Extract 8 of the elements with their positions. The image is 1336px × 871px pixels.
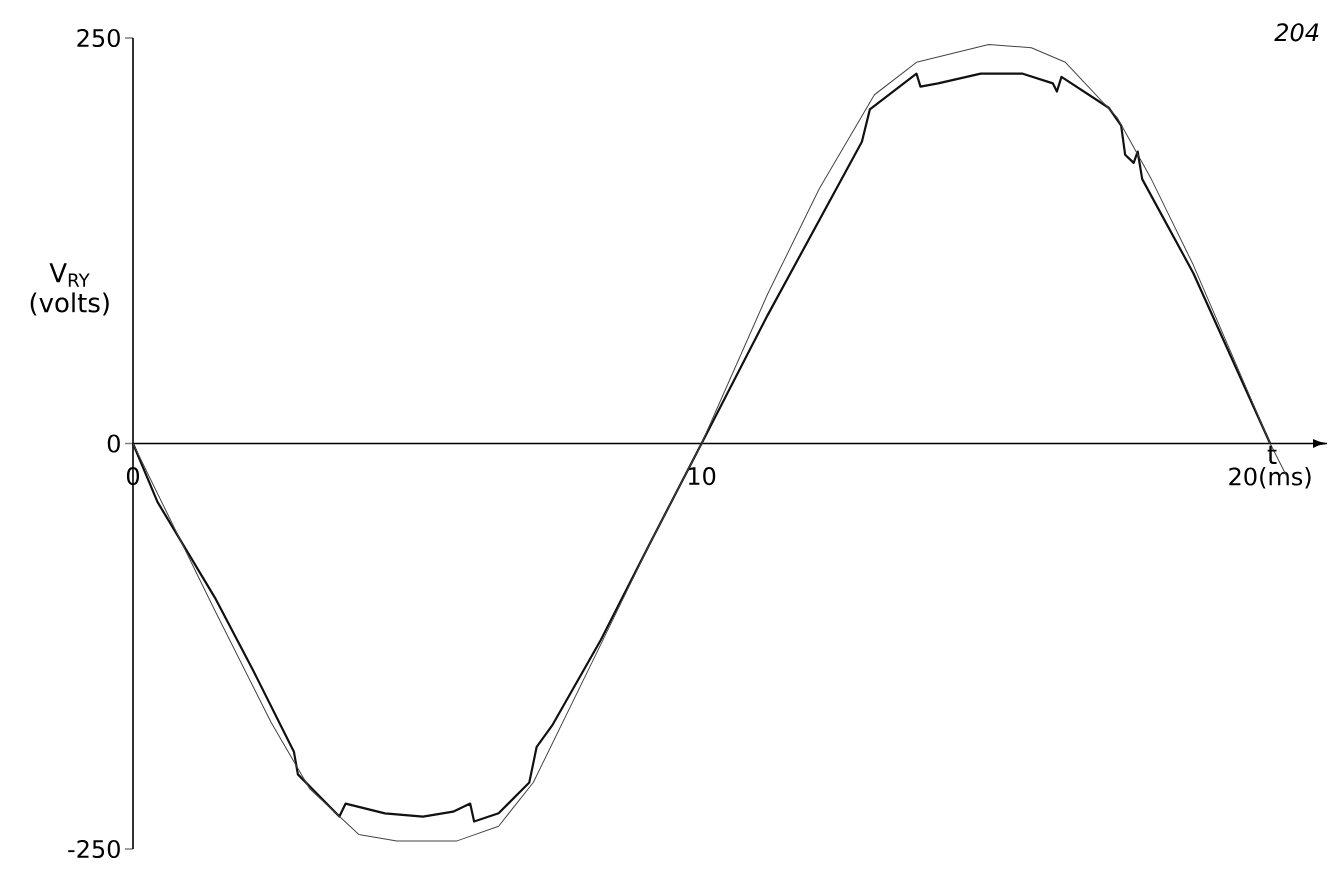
- x-tick-label: 10: [688, 467, 716, 486]
- x-tick-label: 20(ms): [1229, 467, 1311, 489]
- annotation: 204: [1274, 23, 1319, 42]
- y-axis-title: V$_{RY}$ (volts): [30, 263, 109, 316]
- x-axis-title: t: [1267, 445, 1277, 464]
- y-tick-label: 0: [107, 434, 120, 453]
- y-tick-label: -250: [68, 839, 120, 859]
- y-tick-label: 250: [77, 28, 120, 48]
